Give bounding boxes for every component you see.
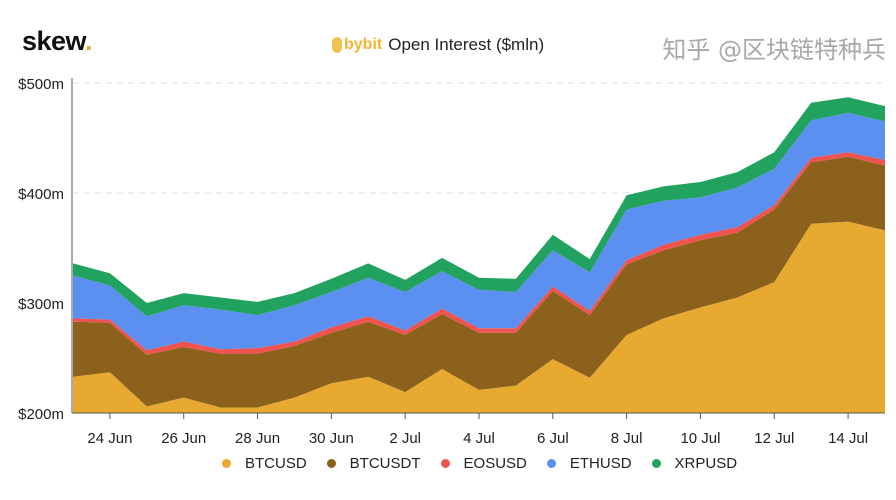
x-tick-label: 4 Jul xyxy=(463,430,495,447)
legend-item-btcusd[interactable]: BTCUSD xyxy=(222,455,307,472)
logo-dot: . xyxy=(85,26,93,56)
legend-item-ethusd[interactable]: ETHUSD xyxy=(546,455,632,472)
legend-dot-icon xyxy=(326,459,336,468)
watermark: 知乎 @区块链特种兵 xyxy=(662,36,886,64)
bybit-logo: bybit xyxy=(332,36,382,54)
x-tick-label: 12 Jul xyxy=(754,430,794,447)
bybit-mark-icon xyxy=(332,37,342,53)
legend-dot-icon xyxy=(546,459,556,468)
bybit-brand-text: bybit xyxy=(344,36,383,53)
area-btcusdt xyxy=(73,156,885,408)
y-tick-label: $400m xyxy=(18,186,64,203)
legend-label: BTCUSD xyxy=(245,455,307,472)
area-xrpusd xyxy=(73,97,885,317)
logo-text: skew xyxy=(22,26,86,56)
chart-title: bybit Open Interest ($mln) xyxy=(332,35,544,55)
legend-label: EOSUSD xyxy=(463,455,527,472)
area-ethusd xyxy=(73,112,885,351)
y-tick-label: $300m xyxy=(18,296,64,313)
legend-label: XRPUSD xyxy=(674,455,738,472)
legend-label: BTCUSDT xyxy=(349,455,421,472)
skew-logo: skew. xyxy=(22,26,93,57)
x-tick-label: 30 Jun xyxy=(309,430,354,447)
x-tick-label: 8 Jul xyxy=(611,430,643,447)
legend: BTCUSD BTCUSDT EOSUSD ETHUSD XRPUSD xyxy=(222,455,757,472)
chart-title-text: Open Interest ($mln) xyxy=(388,35,545,54)
x-tick-label: 2 Jul xyxy=(389,430,421,447)
legend-dot-icon xyxy=(651,459,661,468)
y-tick-label: $200m xyxy=(18,406,64,423)
legend-dot-icon xyxy=(222,459,231,468)
x-tick-label: 6 Jul xyxy=(537,430,569,447)
y-tick-label: $500m xyxy=(18,76,64,93)
x-tick-label: 10 Jul xyxy=(680,430,720,447)
legend-item-btcusdt[interactable]: BTCUSDT xyxy=(326,455,421,472)
x-tick-label: 24 Jun xyxy=(87,430,132,447)
x-tick-label: 14 Jul xyxy=(828,430,868,447)
legend-dot-icon xyxy=(440,459,450,468)
legend-item-eosusd[interactable]: EOSUSD xyxy=(440,455,527,472)
legend-item-xrpusd[interactable]: XRPUSD xyxy=(651,455,738,472)
x-tick-label: 28 Jun xyxy=(235,430,280,447)
legend-label: ETHUSD xyxy=(569,455,632,472)
x-tick-label: 26 Jun xyxy=(161,430,206,447)
area-btcusd xyxy=(73,221,885,413)
